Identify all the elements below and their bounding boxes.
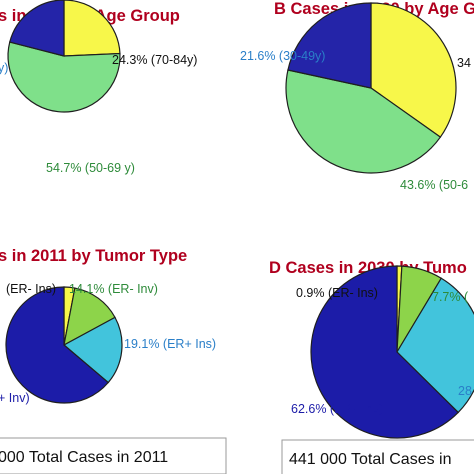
label-b-50-69: 43.6% (50-6 bbox=[400, 178, 468, 192]
label-c-er-neg-inv: 14.1% (ER- Inv) bbox=[69, 282, 158, 296]
total-2011-text: 000 Total Cases in 2011 bbox=[0, 449, 168, 466]
label-d-er-neg-inv: 7.7% ( bbox=[432, 290, 469, 304]
label-b-30-49: 21.6% (30-49y) bbox=[240, 49, 325, 63]
label-b-70-84: 34 bbox=[457, 56, 471, 70]
pie-2-slice-1 bbox=[370, 2, 457, 138]
label-a-70-84: 24.3% (70-84y) bbox=[112, 53, 197, 67]
label-c-er-neg-ins: (ER- Ins) bbox=[6, 282, 56, 296]
label-a-50-69: 54.7% (50-69 y) bbox=[46, 161, 135, 175]
pie-1-slice-3 bbox=[9, 0, 65, 57]
pie-4-slice-4 bbox=[310, 265, 460, 439]
label-d-er-pos-inv: 62.6% (ER+ Inv) bbox=[291, 402, 383, 416]
pie-age-2011 bbox=[7, 0, 121, 113]
total-2030-text: 441 000 Total Cases in bbox=[289, 451, 451, 468]
label-c-er-pos-ins: 19.1% (ER+ Ins) bbox=[124, 337, 216, 351]
pie-tumor-2011 bbox=[5, 286, 123, 404]
pie-4-slice-3 bbox=[396, 277, 474, 414]
label-d-er-pos-ins: 28 bbox=[458, 384, 472, 398]
label-d-er-neg-ins: 0.9% (ER- Ins) bbox=[296, 286, 378, 300]
total-2030-box bbox=[281, 439, 474, 474]
label-c-er-pos-inv: + Inv) bbox=[0, 391, 30, 405]
pie-1-slice-2 bbox=[7, 41, 121, 113]
pie-tumor-2030 bbox=[310, 265, 474, 439]
pie-3-slice-3 bbox=[62, 316, 123, 384]
total-2011-box bbox=[0, 437, 227, 474]
pie-3-slice-2 bbox=[63, 287, 116, 347]
pie-3-slice-4 bbox=[5, 286, 110, 404]
pie-age-2030 bbox=[285, 2, 457, 174]
panel-c-title: s in 2011 by Tumor Type bbox=[0, 247, 187, 265]
pie-2-slice-3 bbox=[287, 2, 372, 89]
pie-1-slice-1 bbox=[63, 0, 121, 57]
pie-2-slice-2 bbox=[285, 69, 442, 174]
label-a-30-49: y) bbox=[0, 61, 8, 75]
